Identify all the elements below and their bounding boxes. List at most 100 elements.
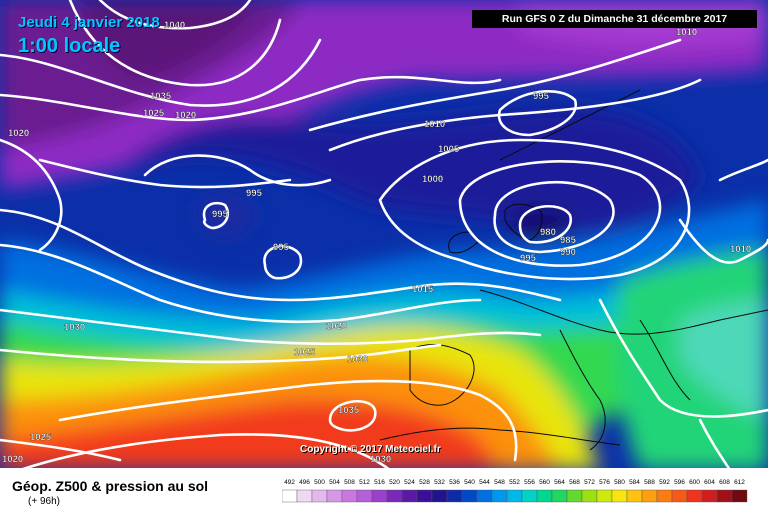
scale-swatch [521, 489, 538, 503]
scale-swatch [731, 489, 748, 503]
scale-swatch [596, 489, 613, 503]
scale-tick-label: 512 [359, 479, 370, 486]
isobar-label: 1030 [347, 354, 368, 365]
scale-swatch [701, 489, 718, 503]
scale-tick-label: 572 [584, 479, 595, 486]
scale-swatch [371, 489, 388, 503]
scale-swatch [536, 489, 553, 503]
isobar-label: 1010 [424, 119, 445, 130]
legend-title: Géop. Z500 & pression au sol [12, 478, 209, 494]
scale-tick-label: 592 [659, 479, 670, 486]
isobar-label: 995 [273, 242, 290, 253]
isobar-label: 1030 [370, 454, 391, 465]
scale-swatch [566, 489, 583, 503]
isobar-label: 1030 [64, 322, 85, 333]
isobar-label: 995 [520, 253, 537, 264]
scale-swatch [401, 489, 418, 503]
scale-swatch [416, 489, 433, 503]
isobar-label: 985 [560, 235, 577, 246]
scale-tick-label: 604 [704, 479, 715, 486]
scale-swatch [611, 489, 628, 503]
scale-swatch [626, 489, 643, 503]
scale-swatch [581, 489, 598, 503]
scale-tick-label: 612 [734, 479, 745, 486]
isobar-label: 1025 [143, 108, 165, 119]
legend-subtitle: (+ 96h) [28, 496, 60, 507]
scale-tick-label: 508 [344, 479, 355, 486]
scale-tick-label: 576 [599, 479, 610, 486]
scale-tick-label: 608 [719, 479, 730, 486]
scale-swatch [461, 489, 478, 503]
scale-tick-label: 520 [389, 479, 400, 486]
scale-tick-label: 492 [284, 479, 295, 486]
scale-tick-label: 524 [404, 479, 415, 486]
scale-swatch [431, 489, 448, 503]
scale-swatch [716, 489, 733, 503]
scale-tick-label: 588 [644, 479, 655, 486]
scale-tick-label: 528 [419, 479, 430, 486]
forecast-map: 1040 1035 1025 1020 1020 995 995 995 995… [0, 0, 768, 470]
scale-tick-label: 540 [464, 479, 475, 486]
scale-swatch [656, 489, 673, 503]
scale-tick-label: 564 [554, 479, 565, 486]
scale-swatch [686, 489, 703, 503]
isobar-label: 1025 [294, 347, 316, 358]
scale-tick-label: 496 [299, 479, 310, 486]
scale-tick-label: 532 [434, 479, 445, 486]
isobar-label: 1010 [730, 244, 751, 255]
scale-swatch [326, 489, 343, 503]
scale-tick-label: 552 [509, 479, 520, 486]
scale-swatch [446, 489, 463, 503]
isobar-label: 1035 [150, 91, 172, 102]
scale-swatch [641, 489, 658, 503]
scale-tick-label: 504 [329, 479, 340, 486]
scale-tick-label: 596 [674, 479, 685, 486]
isobar-label: 1000 [422, 174, 443, 185]
coastlines [379, 89, 768, 451]
scale-tick-label: 516 [374, 479, 385, 486]
isobar-label: 995 [533, 91, 550, 102]
scale-tick-label: 600 [689, 479, 700, 486]
scale-swatch [551, 489, 568, 503]
scale-swatch [282, 489, 298, 503]
scale-tick-label: 544 [479, 479, 490, 486]
scale-tick-label: 580 [614, 479, 625, 486]
isobar-label: 995 [246, 188, 263, 199]
scale-swatch [671, 489, 688, 503]
isobar-label: 1025 [30, 432, 52, 443]
scale-swatch [356, 489, 373, 503]
isobar-label: 1020 [2, 454, 23, 465]
scale-swatch [296, 489, 313, 503]
model-run-label: Run GFS 0 Z du Dimanche 31 décembre 2017 [472, 10, 757, 28]
forecast-date: Jeudi 4 janvier 2018 [18, 14, 160, 31]
color-scale: 492 496 500 504 508 512 516 520 524 528 532 536 540 5… [282, 479, 748, 503]
isobar-lines [0, 0, 768, 470]
scale-swatch [476, 489, 493, 503]
isobar-label: 1035 [338, 405, 360, 416]
isobar-label: 1020 [326, 321, 347, 332]
forecast-local-time: 1:00 locale [18, 35, 121, 57]
scale-tick-label: 548 [494, 479, 505, 486]
scale-tick-label: 500 [314, 479, 325, 486]
isobar-label: 1010 [676, 27, 697, 38]
scale-tick-label: 536 [449, 479, 460, 486]
scale-tick-label: 556 [524, 479, 535, 486]
scale-swatch [341, 489, 358, 503]
scale-tick-label: 568 [569, 479, 580, 486]
scale-swatch [386, 489, 403, 503]
isobar-label: 995 [212, 209, 229, 220]
scale-swatch [491, 489, 508, 503]
scale-tick-label: 584 [629, 479, 640, 486]
scale-swatch [506, 489, 523, 503]
isobar-label: 990 [560, 247, 576, 258]
isobar-label: 1015 [412, 284, 434, 295]
scale-swatch [311, 489, 328, 503]
isobar-label: 1005 [438, 144, 460, 155]
isobar-label: 1020 [8, 128, 29, 139]
copyright-notice: Copyright © 2017 Meteociel.fr [300, 444, 441, 455]
isobar-label: 1040 [164, 20, 185, 31]
isobar-labels: 1040 1035 1025 1020 1020 995 995 995 995… [2, 20, 751, 465]
scale-tick-label: 560 [539, 479, 550, 486]
isobar-label: 980 [540, 227, 556, 238]
